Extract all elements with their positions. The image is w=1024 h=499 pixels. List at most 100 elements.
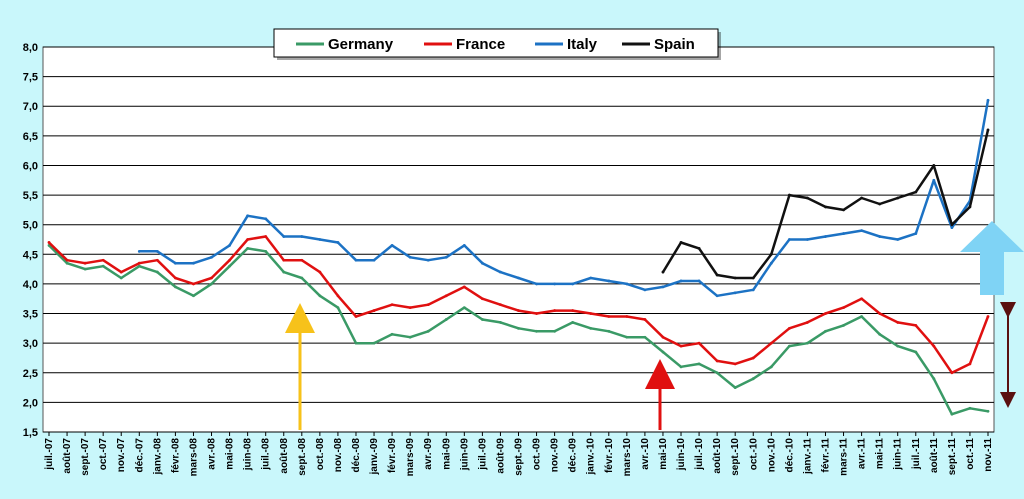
data-point [372,309,376,312]
data-point [354,258,358,262]
x-axis: juil.-07 août-07 sept.-07 oct.-07 nov.-07 déc… [44,432,994,476]
data-point [535,312,538,315]
data-point [336,306,340,310]
data-point [264,249,268,253]
data-point [155,249,159,253]
data-point [643,288,647,292]
data-point [950,412,954,416]
data-point [932,377,936,381]
big-blue-arrow [960,221,1024,295]
x-tick-label: sept.-11 [947,438,958,476]
data-point [896,321,900,324]
y-tick-label: 2,0 [23,397,38,409]
x-tick-label: sept.-10 [730,438,741,476]
y-tick-label: 7,5 [23,72,38,84]
data-point [372,341,376,345]
x-tick-label: nov.-10 [766,438,777,473]
data-point [155,270,159,274]
legend: Germany France Italy Spain [273,28,721,60]
data-point [462,285,466,289]
data-point [372,258,376,262]
data-point [426,329,430,333]
data-point [228,258,231,262]
x-tick-label: juin-08 [243,438,254,472]
x-tick-label: janv.-08 [152,438,163,476]
data-point [137,249,141,253]
data-point [282,235,286,238]
x-tick-label: nov.-11 [983,438,994,472]
data-point [300,258,304,262]
series-line [139,100,990,298]
data-point [697,362,701,366]
data-point [264,235,268,238]
data-point [986,409,990,413]
data-point [318,294,322,298]
data-point [842,323,845,327]
y-tick-label: 8,0 [23,42,38,54]
data-point [571,321,575,324]
x-tick-label: avr.-09 [423,438,434,470]
data-point [697,279,701,283]
data-point [101,258,105,262]
data-point [589,276,593,280]
data-point [444,318,448,321]
y-tick-label: 3,5 [23,309,38,321]
data-point [535,282,538,286]
x-tick-label: nov.-07 [116,438,127,473]
data-point [751,288,755,292]
data-point [733,386,737,389]
data-point [192,282,195,286]
data-point [210,276,213,280]
data-point [932,164,936,167]
data-point [210,282,213,286]
data-point [426,258,430,262]
data-point [824,312,827,315]
data-point [444,255,448,259]
data-point [517,276,520,280]
data-point [661,335,665,339]
y-tick-label: 3,0 [23,338,38,350]
data-point [806,238,809,241]
data-point [914,232,918,235]
x-tick-label: août-08 [279,438,290,474]
data-point [65,261,69,265]
x-tick-label: nov.-09 [550,438,561,473]
x-tick-label: juil.-09 [477,438,488,471]
x-tick-label: févr.-11 [820,438,831,473]
x-tick-label: oct.-07 [98,438,109,471]
data-point [264,217,268,221]
data-point [390,332,394,336]
y-tick-label: 4,5 [23,249,38,261]
data-point [679,365,683,369]
y-tick-label: 2,5 [23,368,38,380]
x-tick-label: févr.-08 [170,438,181,473]
data-point [878,235,882,238]
data-point [192,294,195,298]
data-point [589,312,593,315]
data-point [751,356,755,360]
x-tick-label: sept.-09 [514,438,525,476]
data-point [896,238,900,241]
data-point [914,190,918,194]
data-point [625,282,629,286]
series-spain [661,128,990,280]
data-point [607,329,611,333]
annotation-arrows [285,221,1024,430]
x-tick-label: mars-09 [405,438,416,477]
data-point [842,208,845,212]
x-tick-label: mars-08 [188,438,199,477]
data-point [480,261,484,265]
x-tick-label: août-11 [929,438,940,473]
data-point [860,229,863,233]
legend-label: France [456,36,505,53]
data-point [950,223,954,227]
plot-area [42,46,995,433]
data-point [769,341,773,345]
data-point [679,279,683,283]
series-italy [137,98,990,298]
data-point [499,321,502,324]
data-point [354,341,358,345]
data-point [751,276,755,280]
